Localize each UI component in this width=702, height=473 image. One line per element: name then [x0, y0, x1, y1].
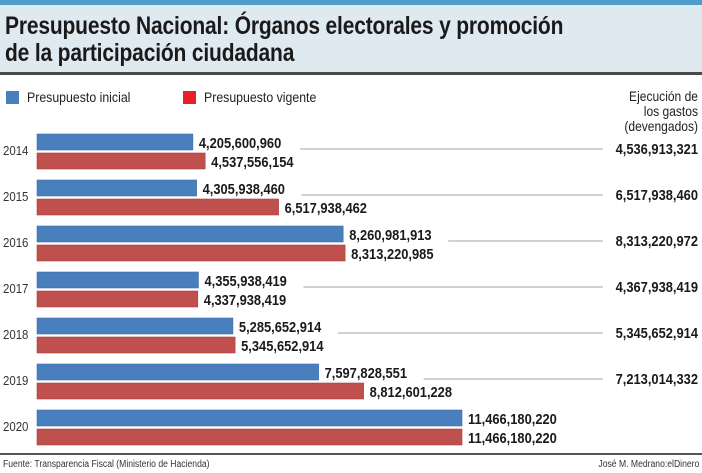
value-label-inicial: 4,205,600,960	[199, 134, 282, 151]
value-label-inicial: 7,597,828,551	[325, 364, 408, 381]
value-label-vigente: 4,537,556,154	[211, 153, 294, 170]
top-accent-strip	[0, 0, 702, 5]
bar-presupuesto-vigente	[36, 428, 463, 446]
year-label: 2015	[3, 189, 29, 204]
value-label-vigente: 11,466,180,220	[468, 429, 557, 446]
credit-note: José M. Medrano:elDinero	[598, 459, 699, 470]
value-label-vigente: 8,812,601,228	[370, 383, 453, 400]
legend-swatch-vigente	[183, 90, 196, 104]
value-label-inicial: 11,466,180,220	[468, 410, 557, 427]
bar-presupuesto-vigente	[36, 382, 364, 400]
bar-presupuesto-vigente	[36, 336, 236, 354]
bar-presupuesto-vigente	[36, 290, 199, 308]
legend-item-vigente: Presupuesto vigente	[183, 89, 332, 105]
bar-presupuesto-vigente	[36, 198, 279, 216]
bar-presupuesto-inicial	[36, 133, 194, 151]
execution-value-label: 7,213,014,332	[616, 370, 699, 387]
year-label: 2014	[3, 143, 29, 158]
footer-divider	[0, 453, 702, 455]
legend-item-inicial: Presupuesto inicial	[6, 89, 145, 105]
chart-title: Presupuesto Nacional: Órganos electorale…	[5, 13, 563, 67]
bar-presupuesto-vigente	[36, 244, 346, 262]
value-label-inicial: 5,285,652,914	[239, 318, 322, 335]
execution-header-line-3: (devengados)	[624, 118, 698, 134]
source-note: Fuente: Transparencia Fiscal (Ministerio…	[3, 459, 210, 470]
title-line-2: de la participación ciudadana	[5, 39, 295, 67]
execution-header-line-2: los gastos	[643, 103, 698, 119]
bar-presupuesto-inicial	[36, 179, 197, 197]
bar-presupuesto-vigente	[36, 152, 206, 170]
execution-value-label: 5,345,652,914	[616, 324, 699, 341]
title-line-1: Presupuesto Nacional: Órganos electorale…	[5, 12, 564, 40]
value-label-inicial: 8,260,981,913	[349, 226, 432, 243]
execution-value-label: 8,313,220,972	[616, 232, 699, 249]
value-label-vigente: 4,337,938,419	[204, 291, 287, 308]
value-label-vigente: 8,313,220,985	[351, 245, 434, 262]
bar-presupuesto-inicial	[36, 317, 234, 335]
bar-presupuesto-inicial	[36, 409, 463, 427]
bar-presupuesto-inicial	[36, 363, 319, 381]
legend-label-vigente: Presupuesto vigente	[204, 89, 317, 105]
header-panel: Presupuesto Nacional: Órganos electorale…	[0, 5, 702, 72]
value-label-inicial: 4,305,938,460	[203, 180, 286, 197]
header-divider	[0, 72, 702, 75]
execution-value-label: 6,517,938,460	[616, 186, 699, 203]
value-label-vigente: 6,517,938,462	[285, 199, 368, 216]
legend-swatch-inicial	[6, 90, 19, 104]
value-label-vigente: 5,345,652,914	[241, 337, 324, 354]
value-label-inicial: 4,355,938,419	[204, 272, 287, 289]
legend-label-inicial: Presupuesto inicial	[27, 89, 131, 105]
year-label: 2017	[3, 281, 29, 296]
execution-header: Ejecución de los gastos (devengados)	[578, 89, 698, 134]
year-label: 2019	[3, 373, 29, 388]
bar-presupuesto-inicial	[36, 225, 344, 243]
bar-presupuesto-inicial	[36, 271, 199, 289]
year-label: 2020	[3, 419, 29, 434]
execution-value-label: 4,536,913,321	[616, 140, 699, 157]
year-label: 2018	[3, 327, 29, 342]
execution-header-line-1: Ejecución de	[629, 88, 698, 104]
year-label: 2016	[3, 235, 29, 250]
execution-value-label: 4,367,938,419	[616, 278, 699, 295]
